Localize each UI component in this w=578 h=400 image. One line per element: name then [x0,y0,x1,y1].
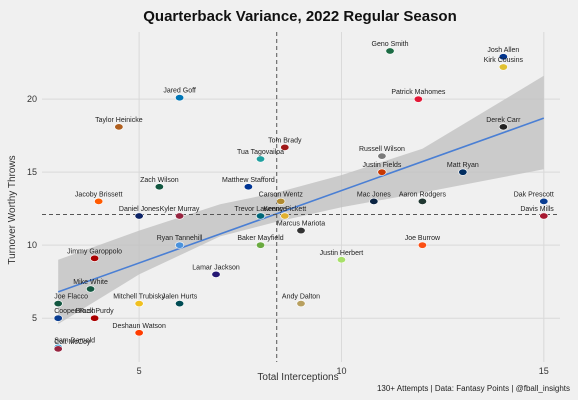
chart-caption: 130+ Attempts | Data: Fantasy Points | @… [377,384,570,393]
data-point [94,197,104,205]
data-point [539,212,549,220]
data-point [134,212,144,220]
point-label: Kirk Cousins [484,57,524,64]
point-label: Dak Prescott [514,191,554,198]
data-point [336,256,346,264]
data-point [539,197,549,205]
point-label: Baker Mayfield [237,235,283,242]
y-tick-label: 5 [32,313,37,323]
point-label: Kenny Pickett [263,206,306,213]
point-label: Mike White [73,279,108,286]
data-point [417,197,427,205]
data-point [175,94,185,102]
point-label: Taylor Heinicke [95,117,143,124]
point-label: Derek Carr [486,117,521,124]
data-point [175,241,185,249]
point-label: Lamar Jackson [192,264,240,271]
data-point [385,47,395,55]
x-tick-label: 5 [137,366,142,376]
x-tick-label: 15 [539,366,549,376]
data-point [256,241,266,249]
point-label: Matthew Stafford [222,177,275,184]
point-label: Daniel Jones [119,206,160,213]
point-label: Mac Jones [357,191,391,198]
data-point [280,143,290,151]
data-point [498,53,508,61]
confidence-band [58,75,544,324]
data-point [53,314,63,322]
data-point [154,183,164,191]
plot-area: 5 10 15 5 10 15 20 Geno Smith Josh Allen Kirk Cou… [27,32,560,376]
data-point [377,152,387,160]
point-label: Jalen Hurts [162,294,198,301]
data-point [256,212,266,220]
data-point [243,183,253,191]
trend-line [57,117,545,293]
point-label: Kyler Murray [160,206,200,213]
data-point [86,285,96,293]
point-label: Justin Herbert [320,250,364,257]
data-point [53,345,63,353]
point-label: Carson Wentz [259,191,304,198]
point-label: Aaron Rodgers [399,191,447,198]
data-point [175,212,185,220]
y-axis-label: Turnover Worthy Throws [7,155,18,264]
point-label: Joe Flacco [54,294,88,301]
data-point [377,168,387,176]
point-label: Zach Wilson [140,177,179,184]
point-label: Josh Allen [487,47,519,54]
data-point [90,254,100,262]
data-point [498,63,508,71]
y-tick-label: 15 [27,167,37,177]
chart-title: Quarterback Variance, 2022 Regular Seaso… [143,8,457,25]
y-tick-label: 20 [27,94,37,104]
data-point [175,300,185,308]
data-point [53,300,63,308]
point-label: Trevor Lawrence [234,206,286,213]
y-tick-label: 10 [27,240,37,250]
data-point [90,314,100,322]
point-label: Russell Wilson [359,146,405,153]
data-point [280,212,290,220]
point-label: Marcus Mariota [277,221,325,228]
point-label: Deshaun Watson [112,323,166,330]
data-point [276,197,286,205]
data-point [256,155,266,163]
data-point [458,168,468,176]
point-label: Jacoby Brissett [75,191,123,198]
point-label: Ryan Tannehill [157,235,203,242]
point-label: Davis Mills [520,206,554,213]
point-label: Mitchell Trubisky [113,294,165,301]
data-point [417,241,427,249]
data-point [211,270,221,278]
point-label: Patrick Mahomes [391,89,446,96]
point-label: Jared Goff [163,88,196,95]
point-label: Joe Burrow [405,235,441,242]
point-label: Tua Tagovailoa [237,149,284,156]
point-label: Andy Dalton [282,294,320,301]
data-point [296,300,306,308]
data-point [498,123,508,131]
point-label: Cooper Rush [54,308,95,315]
data-point [369,197,379,205]
point-label: Sam Darnold [54,337,95,344]
x-axis-label: Total Interceptions [257,372,338,383]
data-point [134,329,144,337]
x-tick-label: 10 [336,366,346,376]
point-label: Justin Fields [362,162,401,169]
data-point [134,300,144,308]
data-point [114,123,124,131]
point-label: Tom Brady [268,137,302,144]
data-point [296,227,306,235]
point-label: Matt Ryan [447,162,479,169]
point-label: Geno Smith [372,41,409,48]
data-point [413,95,423,103]
point-label: Jimmy Garoppolo [67,248,122,255]
point-label: Brock Purdy [76,308,115,315]
point-label: Colt McCoy [54,339,91,346]
